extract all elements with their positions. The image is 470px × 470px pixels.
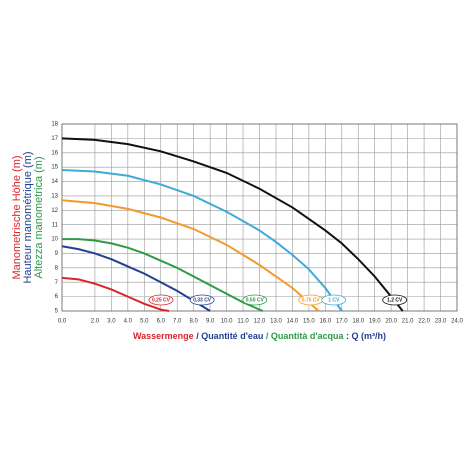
y-axis-title: Manometrische Höhe (m) — [11, 155, 23, 279]
series-label-bubble — [189, 294, 215, 306]
y-tick-label: 12 — [51, 208, 58, 214]
series-label: 0,75 CV — [302, 297, 321, 303]
y-tick-label: 7 — [55, 280, 59, 286]
series-line — [61, 276, 170, 312]
x-tick-label: 18.0 — [352, 319, 364, 325]
x-tick-label: 11.0 — [237, 319, 249, 325]
y-tick-label: 18 — [51, 122, 58, 128]
x-tick-label: 0.0 — [58, 319, 67, 325]
x-tick-label: 15.0 — [303, 319, 315, 325]
y-axis-title: Altezza manometrica (m) — [33, 156, 45, 278]
x-tick-label: 6.0 — [157, 319, 166, 325]
series-line — [61, 199, 320, 312]
y-tick-label: 8 — [55, 265, 59, 271]
y-tick-label: 9 — [55, 251, 59, 257]
series-label: 0,50 CV — [246, 297, 265, 303]
x-tick-label: 17.0 — [336, 319, 348, 325]
x-tick-label: 13.0 — [270, 319, 282, 325]
series-label-bubble — [382, 294, 408, 306]
x-tick-label: 16.0 — [319, 319, 331, 325]
x-axis-title-part: : Q (m³/h) — [344, 331, 387, 341]
y-tick-label: 14 — [51, 179, 58, 185]
x-tick-label: 2.0 — [91, 319, 100, 325]
x-tick-label: 24.0 — [451, 319, 463, 325]
y-tick-label: 15 — [51, 165, 58, 171]
x-tick-label: 5.0 — [140, 319, 149, 325]
x-tick-label: 10.0 — [221, 319, 233, 325]
series-label: 1 CV — [328, 297, 340, 303]
x-axis-title-part: / Quantità d'acqua — [263, 331, 344, 341]
y-tick-label: 16 — [51, 150, 58, 156]
series-line — [61, 245, 211, 312]
x-tick-label: 21.0 — [402, 319, 414, 325]
x-tick-label: 20.0 — [385, 319, 397, 325]
y-tick-label: 11 — [52, 222, 59, 228]
y-tick-label: 17 — [51, 136, 58, 142]
y-tick-label: 5 — [55, 309, 59, 315]
x-tick-label: 4.0 — [124, 319, 133, 325]
series-label: 0,33 CV — [193, 297, 212, 303]
x-axis-title-part: / Quantité d'eau — [194, 331, 264, 341]
series-label: 1,2 CV — [387, 297, 403, 303]
x-tick-label: 14.0 — [287, 319, 299, 325]
y-tick-label: 13 — [51, 194, 58, 200]
x-tick-label: 12.0 — [254, 319, 266, 325]
x-tick-label: 8.0 — [189, 319, 198, 325]
x-tick-label: 3.0 — [107, 319, 116, 325]
y-tick-label: 6 — [55, 294, 59, 300]
series-line — [61, 137, 404, 312]
plot-frame — [61, 123, 458, 312]
x-axis-title-part: Wassermenge — [133, 331, 194, 341]
series-label-bubble — [148, 294, 174, 306]
x-tick-label: 19.0 — [369, 319, 381, 325]
x-tick-label: 9.0 — [206, 319, 215, 325]
x-tick-label: 7.0 — [173, 319, 182, 325]
y-tick-label: 10 — [51, 237, 58, 243]
x-tick-label: 23.0 — [435, 319, 447, 325]
x-axis-title: Wassermenge / Quantité d'eau / Quantità … — [133, 331, 386, 341]
series-label: 0,25 CV — [152, 297, 171, 303]
y-axis-title: Hauteur manométrique (m) — [22, 151, 34, 283]
series-label-bubble — [242, 294, 268, 306]
series-label-bubble — [321, 294, 347, 306]
x-tick-label: 22.0 — [418, 319, 430, 325]
series-line — [62, 238, 264, 312]
series-line — [61, 169, 343, 312]
